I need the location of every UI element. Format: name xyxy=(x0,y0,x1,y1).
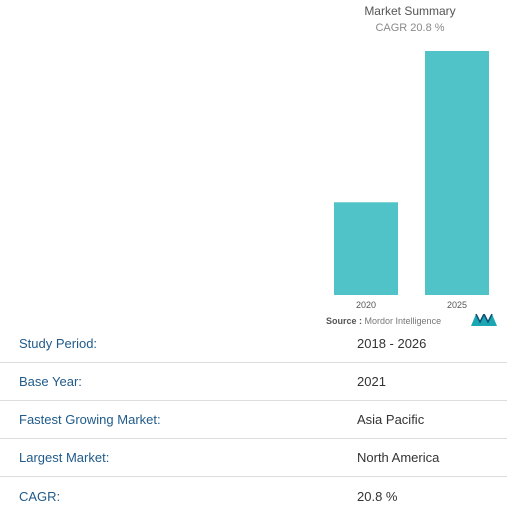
x-tick-label-2025: 2025 xyxy=(447,300,467,310)
fastest-growing-market-row: Fastest Growing Market: Asia Pacific xyxy=(0,401,507,439)
study-period-label: Study Period: xyxy=(19,336,98,351)
largest-market-row: Largest Market: North America xyxy=(0,439,507,477)
chart-title: Market Summary xyxy=(364,4,456,18)
base-year-row: Base Year: 2021 xyxy=(0,363,507,401)
mordor-intelligence-logo-icon xyxy=(471,314,497,326)
bar-2025 xyxy=(425,51,489,295)
largest-market-value: North America xyxy=(357,450,440,465)
source-name: Mordor Intelligence xyxy=(364,316,442,326)
cagr-value: 20.8 % xyxy=(357,488,398,504)
study-period-row: Study Period: 2018 - 2026 xyxy=(0,325,507,363)
base-year-value: 2021 xyxy=(357,374,386,389)
source-line: Source : Mordor Intelligence xyxy=(326,316,441,326)
cagr-label: CAGR: xyxy=(19,488,61,504)
largest-market-label: Largest Market: xyxy=(19,450,110,465)
x-tick-label-2020: 2020 xyxy=(356,300,376,310)
fastest-growing-market-label: Fastest Growing Market: xyxy=(19,412,161,427)
chart-subtitle: CAGR 20.8 % xyxy=(375,22,445,34)
fastest-growing-market-value: Asia Pacific xyxy=(357,412,425,427)
bar-chart: 2020 2025 xyxy=(334,51,489,310)
base-year-label: Base Year: xyxy=(19,374,82,389)
source-label: Source : xyxy=(326,316,363,326)
cagr-row: CAGR: 20.8 % xyxy=(0,477,507,515)
study-period-value: 2018 - 2026 xyxy=(357,336,427,351)
market-summary-table: Study Period: 2018 - 2026 Base Year: 202… xyxy=(0,325,507,515)
bar-2020 xyxy=(334,202,398,295)
